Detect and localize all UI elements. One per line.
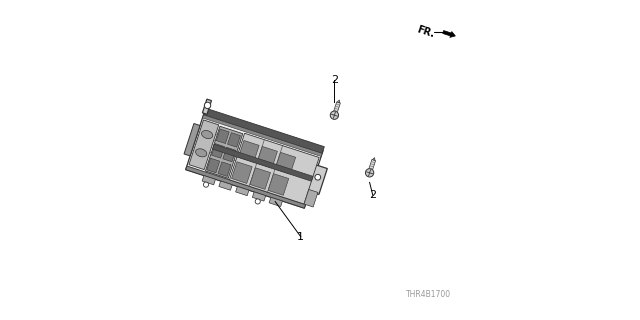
Text: 1: 1 — [298, 232, 304, 242]
Polygon shape — [212, 144, 225, 158]
Polygon shape — [205, 126, 243, 179]
Circle shape — [315, 174, 321, 180]
Polygon shape — [202, 99, 211, 114]
Polygon shape — [202, 131, 212, 139]
Polygon shape — [372, 157, 375, 160]
Text: FR.: FR. — [415, 24, 436, 40]
Polygon shape — [236, 187, 249, 196]
Polygon shape — [186, 112, 323, 208]
Polygon shape — [252, 192, 266, 201]
Polygon shape — [207, 158, 220, 173]
Polygon shape — [232, 162, 252, 183]
Polygon shape — [230, 133, 319, 204]
Polygon shape — [189, 120, 219, 170]
Polygon shape — [275, 152, 296, 174]
Polygon shape — [250, 168, 271, 189]
Polygon shape — [218, 162, 231, 176]
Circle shape — [204, 102, 211, 108]
Polygon shape — [307, 164, 327, 195]
Circle shape — [365, 169, 374, 177]
Polygon shape — [257, 146, 277, 168]
Polygon shape — [219, 181, 232, 190]
Polygon shape — [304, 189, 318, 207]
Polygon shape — [269, 197, 282, 206]
Polygon shape — [239, 140, 259, 162]
Polygon shape — [268, 174, 289, 195]
Polygon shape — [202, 115, 322, 156]
Text: 2: 2 — [331, 75, 338, 85]
Circle shape — [255, 199, 260, 204]
Polygon shape — [202, 176, 216, 185]
Polygon shape — [333, 102, 340, 113]
Text: 2: 2 — [369, 190, 376, 200]
Polygon shape — [369, 159, 376, 170]
Circle shape — [330, 111, 339, 119]
Polygon shape — [196, 149, 207, 157]
Polygon shape — [443, 30, 456, 37]
Polygon shape — [204, 108, 324, 153]
Polygon shape — [223, 147, 236, 162]
Polygon shape — [337, 100, 340, 103]
Text: THR4B1700: THR4B1700 — [406, 290, 451, 299]
Polygon shape — [216, 129, 229, 144]
Polygon shape — [228, 133, 241, 147]
Polygon shape — [184, 124, 200, 156]
Polygon shape — [186, 166, 305, 208]
Polygon shape — [212, 144, 313, 181]
Circle shape — [204, 182, 209, 187]
